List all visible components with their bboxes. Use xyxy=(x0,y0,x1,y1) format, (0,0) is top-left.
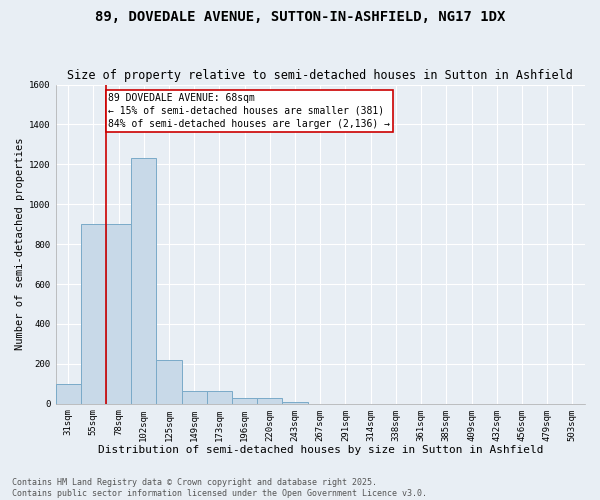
Text: 89, DOVEDALE AVENUE, SUTTON-IN-ASHFIELD, NG17 1DX: 89, DOVEDALE AVENUE, SUTTON-IN-ASHFIELD,… xyxy=(95,10,505,24)
Bar xyxy=(157,360,182,404)
Bar xyxy=(182,391,207,404)
Bar xyxy=(232,398,257,404)
Text: 89 DOVEDALE AVENUE: 68sqm
← 15% of semi-detached houses are smaller (381)
84% of: 89 DOVEDALE AVENUE: 68sqm ← 15% of semi-… xyxy=(109,92,391,129)
Bar xyxy=(131,158,157,404)
Bar xyxy=(81,224,106,404)
Text: Contains HM Land Registry data © Crown copyright and database right 2025.
Contai: Contains HM Land Registry data © Crown c… xyxy=(12,478,427,498)
Bar xyxy=(207,391,232,404)
Bar xyxy=(56,384,81,404)
Bar xyxy=(283,402,308,404)
Title: Size of property relative to semi-detached houses in Sutton in Ashfield: Size of property relative to semi-detach… xyxy=(67,69,573,82)
X-axis label: Distribution of semi-detached houses by size in Sutton in Ashfield: Distribution of semi-detached houses by … xyxy=(98,445,543,455)
Bar xyxy=(106,224,131,404)
Y-axis label: Number of semi-detached properties: Number of semi-detached properties xyxy=(15,138,25,350)
Bar xyxy=(257,398,283,404)
